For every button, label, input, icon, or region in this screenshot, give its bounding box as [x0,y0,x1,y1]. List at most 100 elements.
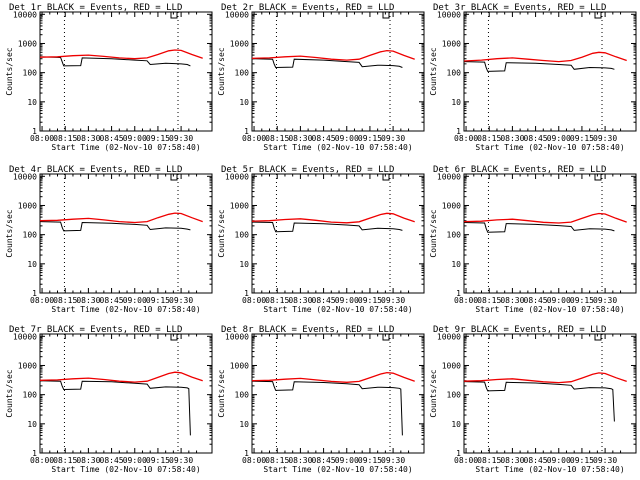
x-tick-label: 09:30 [593,134,617,143]
x-tick-label: 08:15 [477,456,501,465]
x-tick-label: 08:45 [312,134,336,143]
y-axis-label: Counts/sec [429,47,438,95]
interval-marker [170,174,178,181]
x-tick-label: 09:00 [547,456,571,465]
x-tick-label: 09:00 [123,296,147,305]
x-tick-label: 08:00 [454,456,478,465]
x-tick-label: 09:15 [146,296,170,305]
x-tick-label: 09:15 [358,296,382,305]
plot-frame [251,173,425,294]
series-events-line [463,381,615,422]
series-events-line [39,380,191,436]
y-tick-label: 1 [244,127,249,136]
x-axis-label: Start Time (02-Nov-10 07:58:40) [263,465,412,474]
interval-marker [170,12,178,19]
x-tick-label: 08:15 [53,456,77,465]
x-tick-label: 08:30 [500,134,524,143]
y-tick-label: 100 [23,391,38,400]
interval-marker [594,174,602,181]
y-tick-label: 10000 [13,10,37,19]
y-tick-label: 10 [239,260,249,269]
detector-panel-2: Det 2r BLACK = Events, RED = LLD 1 10 100 10… [217,3,425,152]
detector-panel-5: Det 5r BLACK = Events, RED = LLD 1 10 100 10… [217,165,425,314]
x-tick-label: 08:00 [30,296,54,305]
y-tick-label: 1 [456,449,461,458]
x-tick-label: 08:45 [524,296,548,305]
panel-title: Det 8r BLACK = Events, RED = LLD [221,325,394,335]
y-tick-label: 10000 [437,332,461,341]
series-lld-line [39,212,203,224]
y-tick-label: 100 [447,231,462,240]
detector-panel-9: Det 9r BLACK = Events, RED = LLD 1 10 100 10… [429,325,637,474]
y-tick-label: 100 [447,391,462,400]
x-tick-label: 09:30 [381,296,405,305]
x-tick-label: 08:30 [500,296,524,305]
x-tick-label: 09:15 [358,456,382,465]
x-tick-label: 08:30 [76,134,100,143]
interval-marker [594,334,602,341]
x-tick-label: 08:30 [288,134,312,143]
plot-frame [39,173,213,294]
x-tick-label: 09:00 [335,456,359,465]
x-tick-label: 08:00 [30,456,54,465]
x-tick-label: 08:45 [524,456,548,465]
interval-marker [170,334,178,341]
y-tick-label: 1000 [18,201,37,210]
plot-frame [251,11,425,132]
x-axis-label: Start Time (02-Nov-10 07:58:40) [263,305,412,314]
y-tick-label: 1000 [18,361,37,370]
y-axis-label: Counts/sec [217,369,226,417]
detector-panel-4: Det 4r BLACK = Events, RED = LLD 1 10 100 10… [5,165,213,314]
x-axis-label: Start Time (02-Nov-10 07:58:40) [475,143,624,152]
detector-panel-8: Det 8r BLACK = Events, RED = LLD 1 10 100 10… [217,325,425,474]
y-tick-label: 1 [244,449,249,458]
x-tick-label: 09:00 [335,296,359,305]
y-tick-label: 1000 [442,39,461,48]
y-axis-label: Counts/sec [5,47,14,95]
x-tick-label: 08:15 [53,134,77,143]
panel-title: Det 7r BLACK = Events, RED = LLD [9,325,182,335]
panel-title: Det 2r BLACK = Events, RED = LLD [221,3,394,13]
x-tick-label: 09:00 [547,134,571,143]
x-tick-label: 08:45 [100,134,124,143]
x-tick-label: 09:00 [123,134,147,143]
x-tick-label: 08:15 [477,134,501,143]
y-tick-label: 100 [23,231,38,240]
x-tick-label: 09:15 [358,134,382,143]
y-tick-label: 10 [451,98,461,107]
plot-frame [463,173,637,294]
x-tick-label: 08:00 [242,134,266,143]
series-events-line [251,380,403,436]
series-lld-line [251,212,415,224]
x-tick-label: 08:00 [454,296,478,305]
interval-marker [382,174,390,181]
y-tick-label: 1 [32,127,37,136]
x-tick-label: 08:30 [288,296,312,305]
series-events-line [251,221,403,233]
panel-title: Det 4r BLACK = Events, RED = LLD [9,165,182,175]
x-axis-label: Start Time (02-Nov-10 07:58:40) [475,465,624,474]
x-tick-label: 08:00 [242,296,266,305]
panel-title: Det 6r BLACK = Events, RED = LLD [433,165,606,175]
y-tick-label: 100 [235,231,250,240]
x-tick-label: 08:00 [242,456,266,465]
plot-frame [463,11,637,132]
x-axis-label: Start Time (02-Nov-10 07:58:40) [51,305,200,314]
x-tick-label: 08:15 [265,296,289,305]
x-tick-label: 08:45 [312,296,336,305]
y-tick-label: 10 [451,260,461,269]
y-tick-label: 10 [27,260,37,269]
y-tick-label: 1 [32,289,37,298]
y-axis-label: Counts/sec [217,209,226,257]
x-tick-label: 08:00 [454,134,478,143]
x-tick-label: 09:30 [169,134,193,143]
panel-title: Det 9r BLACK = Events, RED = LLD [433,325,606,335]
y-axis-label: Counts/sec [217,47,226,95]
y-tick-label: 1000 [18,39,37,48]
x-tick-label: 09:30 [381,134,405,143]
x-tick-label: 09:15 [570,456,594,465]
y-tick-label: 1000 [442,201,461,210]
interval-marker [382,334,390,341]
x-tick-label: 08:30 [500,456,524,465]
